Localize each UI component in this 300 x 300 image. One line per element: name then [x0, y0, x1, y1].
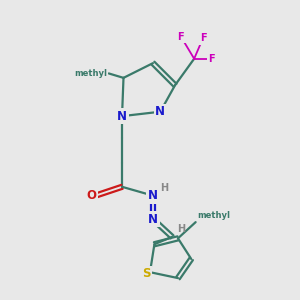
Text: O: O — [86, 189, 96, 202]
Text: N: N — [148, 213, 158, 226]
Text: methyl: methyl — [197, 211, 230, 220]
Text: F: F — [178, 32, 184, 42]
Text: F: F — [208, 54, 215, 64]
Text: S: S — [142, 267, 151, 280]
Text: methyl: methyl — [74, 69, 107, 78]
Text: N: N — [148, 189, 158, 202]
Text: H: H — [177, 224, 186, 234]
Text: F: F — [200, 33, 206, 43]
Text: N: N — [117, 110, 127, 123]
Text: H: H — [160, 183, 168, 193]
Text: N: N — [155, 105, 165, 118]
